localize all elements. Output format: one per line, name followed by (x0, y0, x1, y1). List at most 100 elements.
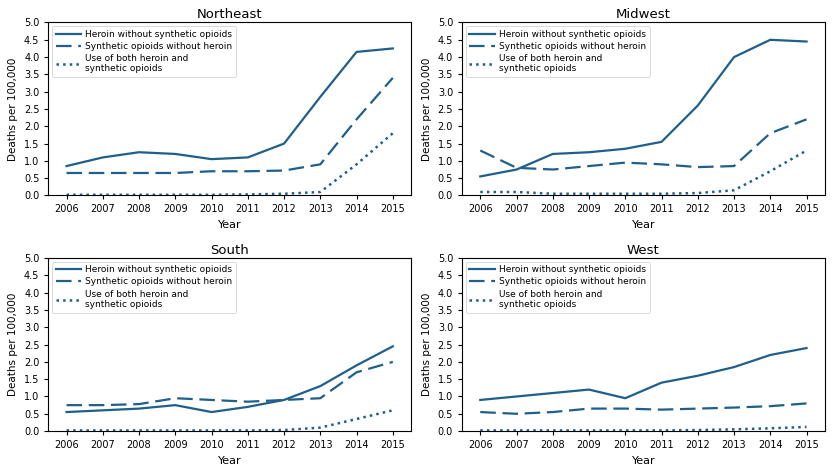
Synthetic opioids without heroin (584, 163, 594, 169)
X-axis label: Year: Year (218, 456, 242, 465)
X-axis label: Year: Year (631, 220, 656, 230)
Line: Synthetic opioids without heroin: Synthetic opioids without heroin (67, 78, 393, 173)
Heroin without synthetic opioids (656, 380, 666, 385)
Line: Heroin without synthetic opioids: Heroin without synthetic opioids (67, 48, 393, 166)
Synthetic opioids without heroin (548, 409, 558, 415)
Heroin without synthetic opioids (242, 155, 252, 160)
Synthetic opioids without heroin (729, 405, 739, 410)
Title: South: South (210, 244, 249, 257)
Use of both heroin and
synthetic opioids (621, 191, 631, 197)
Synthetic opioids without heroin (476, 148, 486, 154)
Synthetic opioids without heroin (242, 168, 252, 174)
Use of both heroin and
synthetic opioids (134, 428, 144, 433)
Synthetic opioids without heroin (476, 409, 486, 415)
Use of both heroin and
synthetic opioids (170, 192, 180, 198)
Use of both heroin and
synthetic opioids (97, 192, 107, 198)
Synthetic opioids without heroin (656, 162, 666, 167)
Use of both heroin and
synthetic opioids (766, 168, 776, 174)
Synthetic opioids without heroin (134, 170, 144, 176)
Y-axis label: Deaths per 100,000: Deaths per 100,000 (8, 293, 18, 396)
Heroin without synthetic opioids (548, 151, 558, 157)
Heroin without synthetic opioids (170, 151, 180, 157)
Heroin without synthetic opioids (352, 49, 362, 55)
Synthetic opioids without heroin (170, 170, 180, 176)
Synthetic opioids without heroin (511, 165, 521, 171)
Use of both heroin and
synthetic opioids (729, 427, 739, 432)
Line: Synthetic opioids without heroin: Synthetic opioids without heroin (481, 119, 806, 170)
Use of both heroin and
synthetic opioids (476, 189, 486, 195)
Heroin without synthetic opioids (656, 139, 666, 145)
Heroin without synthetic opioids (242, 404, 252, 410)
Synthetic opioids without heroin (316, 162, 326, 167)
Synthetic opioids without heroin (388, 359, 398, 365)
Line: Synthetic opioids without heroin: Synthetic opioids without heroin (481, 403, 806, 414)
Use of both heroin and
synthetic opioids (693, 427, 703, 433)
Synthetic opioids without heroin (279, 168, 289, 173)
Heroin without synthetic opioids (207, 409, 217, 415)
Legend: Heroin without synthetic opioids, Synthetic opioids without heroin, Use of both : Heroin without synthetic opioids, Synthe… (466, 262, 650, 313)
Synthetic opioids without heroin (729, 163, 739, 169)
Synthetic opioids without heroin (279, 397, 289, 403)
Use of both heroin and
synthetic opioids (801, 148, 811, 154)
Synthetic opioids without heroin (207, 168, 217, 174)
Heroin without synthetic opioids (134, 406, 144, 411)
Heroin without synthetic opioids (97, 408, 107, 413)
Legend: Heroin without synthetic opioids, Synthetic opioids without heroin, Use of both : Heroin without synthetic opioids, Synthe… (52, 26, 237, 77)
Synthetic opioids without heroin (242, 399, 252, 404)
Heroin without synthetic opioids (476, 397, 486, 403)
Use of both heroin and
synthetic opioids (801, 424, 811, 430)
Use of both heroin and
synthetic opioids (388, 408, 398, 413)
Use of both heroin and
synthetic opioids (170, 428, 180, 433)
Synthetic opioids without heroin (388, 75, 398, 81)
Synthetic opioids without heroin (134, 401, 144, 407)
Heroin without synthetic opioids (170, 402, 180, 408)
Use of both heroin and
synthetic opioids (242, 191, 252, 197)
Synthetic opioids without heroin (62, 170, 72, 176)
Heroin without synthetic opioids (316, 383, 326, 389)
Use of both heroin and
synthetic opioids (134, 192, 144, 198)
Use of both heroin and
synthetic opioids (242, 428, 252, 433)
Heroin without synthetic opioids (352, 363, 362, 368)
Synthetic opioids without heroin (170, 395, 180, 401)
Line: Use of both heroin and
synthetic opioids: Use of both heroin and synthetic opioids (481, 151, 806, 194)
Heroin without synthetic opioids (693, 373, 703, 379)
Use of both heroin and
synthetic opioids (476, 428, 486, 433)
Synthetic opioids without heroin (511, 411, 521, 417)
Heroin without synthetic opioids (766, 352, 776, 358)
Line: Use of both heroin and
synthetic opioids: Use of both heroin and synthetic opioids (67, 133, 393, 195)
Legend: Heroin without synthetic opioids, Synthetic opioids without heroin, Use of both : Heroin without synthetic opioids, Synthe… (466, 26, 650, 77)
Heroin without synthetic opioids (801, 345, 811, 351)
Use of both heroin and
synthetic opioids (279, 191, 289, 197)
Heroin without synthetic opioids (476, 173, 486, 179)
Synthetic opioids without heroin (766, 130, 776, 136)
Synthetic opioids without heroin (97, 170, 107, 176)
Synthetic opioids without heroin (693, 406, 703, 411)
Use of both heroin and
synthetic opioids (656, 428, 666, 433)
Use of both heroin and
synthetic opioids (621, 428, 631, 433)
Legend: Heroin without synthetic opioids, Synthetic opioids without heroin, Use of both : Heroin without synthetic opioids, Synthe… (52, 262, 237, 313)
Synthetic opioids without heroin (693, 164, 703, 170)
Use of both heroin and
synthetic opioids (352, 162, 362, 167)
Line: Heroin without synthetic opioids: Heroin without synthetic opioids (481, 348, 806, 400)
Heroin without synthetic opioids (511, 393, 521, 399)
Heroin without synthetic opioids (388, 344, 398, 349)
Use of both heroin and
synthetic opioids (279, 427, 289, 433)
Heroin without synthetic opioids (97, 155, 107, 160)
Use of both heroin and
synthetic opioids (584, 191, 594, 197)
Synthetic opioids without heroin (621, 406, 631, 411)
Heroin without synthetic opioids (279, 397, 289, 403)
Line: Use of both heroin and
synthetic opioids: Use of both heroin and synthetic opioids (67, 410, 393, 430)
Use of both heroin and
synthetic opioids (316, 189, 326, 195)
Heroin without synthetic opioids (279, 141, 289, 146)
Synthetic opioids without heroin (801, 117, 811, 122)
Use of both heroin and
synthetic opioids (511, 189, 521, 195)
Heroin without synthetic opioids (62, 163, 72, 169)
Synthetic opioids without heroin (62, 402, 72, 408)
Use of both heroin and
synthetic opioids (584, 428, 594, 433)
Use of both heroin and
synthetic opioids (548, 428, 558, 433)
Use of both heroin and
synthetic opioids (729, 187, 739, 193)
Y-axis label: Deaths per 100,000: Deaths per 100,000 (8, 57, 18, 161)
Title: Northeast: Northeast (197, 9, 262, 21)
Heroin without synthetic opioids (511, 167, 521, 173)
Synthetic opioids without heroin (548, 167, 558, 173)
